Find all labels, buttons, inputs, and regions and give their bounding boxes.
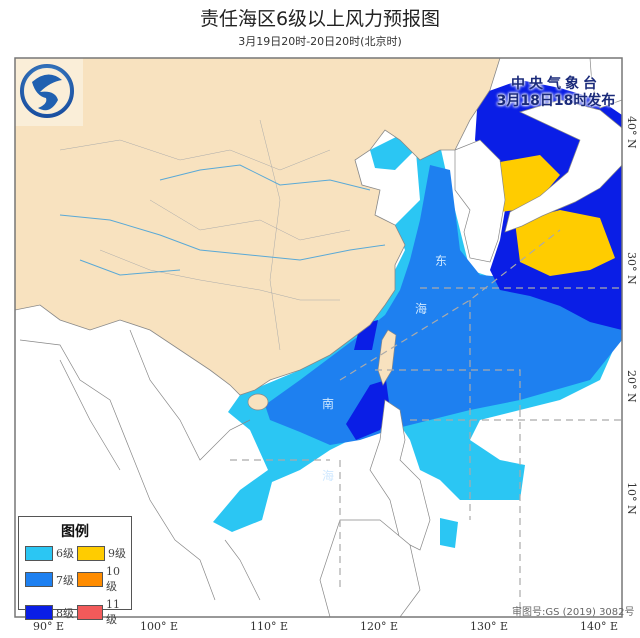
map-approval-number: 审图号:GS (2019) 3082号 xyxy=(512,607,635,618)
legend: 图例 6级 9级 7级 10级 8级 11级 xyxy=(18,516,132,626)
legend-item-10: 10级 xyxy=(77,565,129,594)
legend-item-6: 6级 xyxy=(25,545,77,561)
legend-item-11: 11级 xyxy=(77,598,129,627)
korea-land xyxy=(454,139,506,263)
legend-label: 6级 xyxy=(56,547,74,560)
legend-swatch xyxy=(77,605,103,620)
legend-item-7: 7级 xyxy=(25,565,77,594)
borneo-land xyxy=(319,519,421,617)
lon-label: 120° E xyxy=(360,620,399,633)
sea-label-east-2: 海 xyxy=(415,302,428,316)
lat-label: 30° N xyxy=(625,252,638,285)
legend-label: 8级 xyxy=(56,606,74,620)
wind-zone-level-7 xyxy=(265,165,622,445)
lon-label: 130° E xyxy=(470,620,509,633)
lon-label: 110° E xyxy=(250,620,289,633)
legend-swatch xyxy=(25,545,53,561)
legend-item-9: 9级 xyxy=(77,545,129,561)
legend-swatch xyxy=(77,545,105,561)
legend-swatch xyxy=(25,605,53,620)
china-land xyxy=(15,58,501,396)
map-subtitle: 3月19日20时-20日20时(北京时) xyxy=(238,35,402,48)
legend-item-8: 8级 xyxy=(25,598,77,627)
legend-swatch xyxy=(77,572,103,587)
publisher-name: 中央气象台 xyxy=(511,76,601,92)
map-title: 责任海区6级以上风力预报图 xyxy=(199,8,441,30)
sea-label-south-2: 海 xyxy=(322,469,335,483)
wind-zone-level-9 xyxy=(500,155,615,276)
forecast-area-boundaries xyxy=(230,229,622,617)
legend-label: 9级 xyxy=(108,547,126,560)
hainan-land xyxy=(247,393,269,411)
taiwan-land xyxy=(377,329,397,386)
philippines-land xyxy=(369,399,431,551)
japan-land xyxy=(504,58,622,233)
lon-label: 100° E xyxy=(140,620,179,633)
legend-label: 11级 xyxy=(105,598,120,626)
issue-time: 3月18日18时发布 xyxy=(496,93,616,109)
lon-label: 90° E xyxy=(33,620,65,633)
legend-label: 10级 xyxy=(105,565,120,593)
lon-label: 140° E xyxy=(580,620,619,633)
cma-logo xyxy=(15,58,83,126)
river xyxy=(59,164,386,276)
lat-label: 40° N xyxy=(625,116,638,149)
sea-label-south-1: 南 xyxy=(322,397,335,411)
lat-label: 10° N xyxy=(625,482,638,515)
lat-label: 20° N xyxy=(625,370,638,403)
legend-title: 图例 xyxy=(61,524,89,540)
publisher-stamp: 中央气象台 3月18日18时发布 xyxy=(486,76,626,110)
legend-swatch xyxy=(25,572,53,587)
legend-label: 7级 xyxy=(56,573,74,587)
sea-label-east-1: 东 xyxy=(435,254,448,268)
